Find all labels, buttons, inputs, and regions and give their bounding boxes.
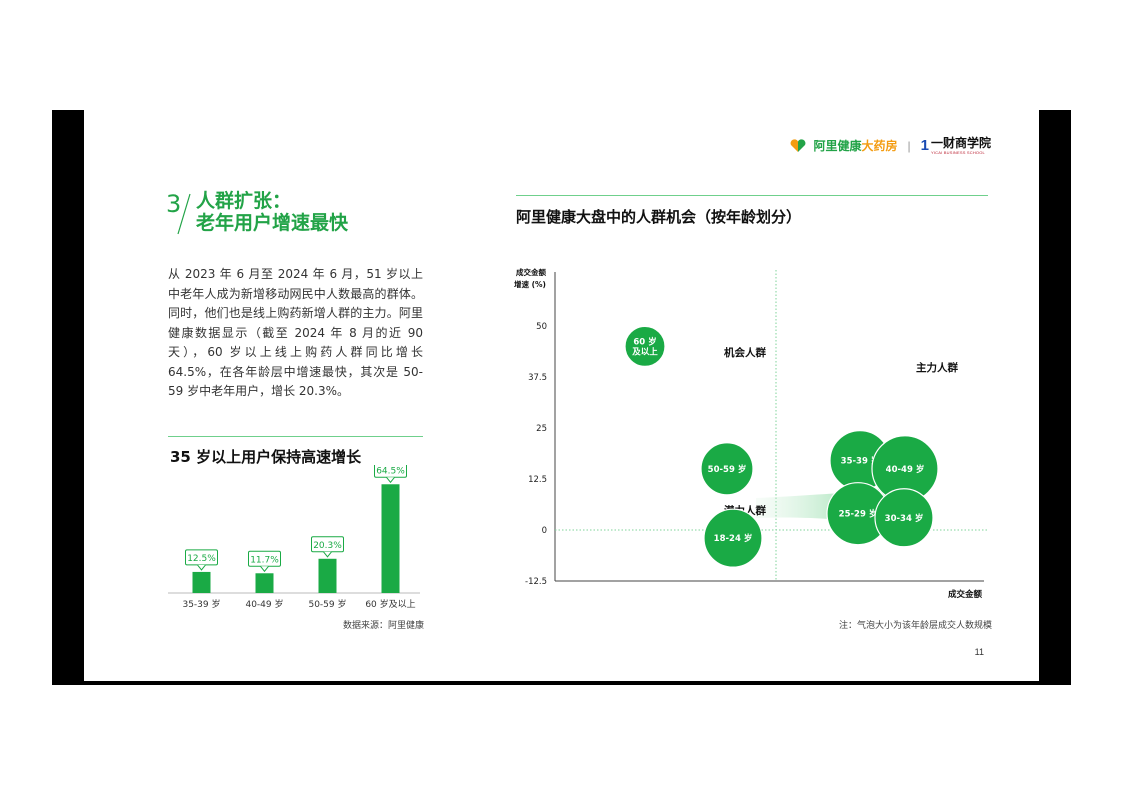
bar — [192, 571, 211, 593]
bubble — [700, 442, 754, 496]
yicai-sub: YICAI BUSINESS SCHOOL — [930, 150, 985, 155]
bar-label-pointer — [386, 476, 395, 484]
bubble-label: 60 岁 — [633, 336, 656, 347]
bubble-label: 40-49 岁 — [886, 464, 925, 475]
y-tick-label: -12.5 — [525, 577, 547, 587]
quadrant-label: 机会人群 — [724, 346, 766, 359]
bar — [381, 484, 400, 593]
bar — [318, 558, 337, 593]
quadrant-label: 主力人群 — [916, 361, 958, 374]
bar-label-pointer — [323, 551, 332, 558]
chart-note: 注：气泡大小为该年龄层成交人数规模 — [838, 621, 992, 631]
section-title: 人群扩张： 老年用户增速最快 — [196, 190, 349, 234]
bar-label-pointer — [260, 565, 269, 573]
bar-label-pointer — [197, 564, 206, 571]
y-tick-label: 37.5 — [528, 373, 547, 383]
divider-left — [168, 436, 423, 437]
bar-category-label: 60 岁及以上 — [365, 598, 415, 610]
bar-chart-title: 35 岁以上用户保持高速增长 — [170, 448, 362, 466]
header-logos: 阿里健康大药房 | 1 一财商学院 YICAI BUSINESS SCHOOL — [789, 136, 991, 155]
yicai-logo: 1 一财商学院 YICAI BUSINESS SCHOOL — [921, 136, 991, 155]
bar-category-label: 40-49 岁 — [245, 598, 283, 610]
bubble — [874, 488, 934, 548]
bubble-label: 及以上 — [632, 346, 658, 357]
alihealth-logo: 阿里健康大药房 — [813, 139, 898, 153]
bar-category-label: 35-39 岁 — [182, 598, 220, 610]
bar-category-label: 50-59 岁 — [308, 598, 346, 610]
body-paragraph: 从 2023 年 6 月至 2024 年 6 月，51 岁以上中老年人成为新增移… — [168, 267, 423, 398]
bar-data-label: 12.5% — [187, 554, 216, 564]
bubble-label: 30-34 岁 — [885, 513, 924, 524]
y-axis-label: 增速 (%) — [514, 279, 546, 289]
bar-chart: 12.5% 35-39 岁 11.7% 40-49 岁 20.3% 50-59 岁 64.5… — [168, 465, 420, 610]
y-tick-label: 12.5 — [528, 475, 547, 485]
y-tick-label: 50 — [536, 322, 547, 332]
bubble — [624, 325, 666, 368]
bar-data-label: 11.7% — [250, 555, 279, 565]
report-page: 阿里健康大药房 | 1 一财商学院 YICAI BUSINESS SCHOOL … — [84, 110, 1039, 681]
bubble — [703, 508, 763, 568]
bubble-chart-title: 阿里健康大盘中的人群机会（按年龄划分） — [516, 208, 802, 226]
bubble-label: 35-39 岁 — [841, 456, 880, 467]
section-slash — [177, 193, 191, 235]
yicai-name: 一财商学院 — [930, 136, 991, 150]
data-source: 数据来源：阿里健康 — [342, 621, 424, 631]
section-number: 3 — [166, 190, 182, 218]
bubble-label: 50-59 岁 — [708, 464, 747, 475]
bar — [255, 573, 274, 593]
page-number: 11 — [974, 647, 984, 657]
x-axis-label: 成交金额 — [948, 589, 983, 600]
bar-data-label: 20.3% — [313, 541, 342, 551]
y-tick-label: 0 — [542, 526, 547, 536]
bar-data-label: 64.5% — [376, 466, 405, 476]
bar-label-box — [374, 465, 407, 478]
divider-right — [516, 195, 988, 196]
logo-separator: | — [907, 138, 911, 153]
bubble-label: 25-29 岁 — [839, 509, 878, 520]
y-axis-label: 成交金额 — [516, 267, 546, 277]
heart-logo-icon — [791, 138, 806, 152]
bubble-label: 18-24 岁 — [714, 533, 753, 544]
yicai-mark: 1 — [920, 137, 929, 154]
y-tick-label: 25 — [536, 424, 547, 434]
